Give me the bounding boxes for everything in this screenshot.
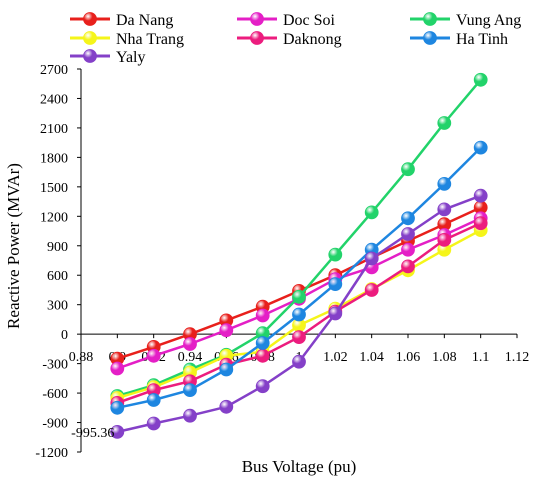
x-axis-title: Bus Voltage (pu) — [242, 457, 357, 476]
data-point — [255, 379, 270, 394]
data-point — [292, 354, 306, 369]
y-tick-label: -900 — [42, 417, 68, 432]
y-tick-label: 1200 — [40, 210, 68, 225]
data-point — [183, 383, 197, 398]
data-point — [110, 361, 125, 376]
y-axis-title: Reactive Power (MVAr) — [4, 163, 23, 329]
legend-label: Doc Soi — [283, 12, 336, 29]
legend-marker — [250, 31, 264, 45]
legend-label: Da Nang — [116, 12, 173, 29]
data-point — [146, 348, 161, 363]
y-tick-label: 2100 — [40, 122, 68, 137]
legend-marker — [83, 49, 97, 63]
series-line-vung-ang — [116, 78, 482, 398]
x-tick-label: 1.1 — [472, 350, 490, 365]
legend-marker — [83, 12, 97, 26]
x-tick-label: 1.08 — [432, 350, 457, 365]
data-point — [437, 232, 452, 247]
data-point — [110, 424, 125, 439]
y-tick-label: 2700 — [40, 63, 68, 78]
data-point — [364, 205, 379, 220]
data-point — [219, 399, 234, 414]
legend-item-da-nang: Da Nang — [70, 12, 173, 29]
data-point — [401, 242, 415, 257]
annotations: -995.36 — [71, 426, 114, 441]
data-point — [401, 162, 415, 177]
series-ha-tinh — [110, 140, 488, 415]
x-tick-label: 0.88 — [69, 350, 94, 365]
data-point — [219, 362, 234, 377]
y-ticks: 2700 2400 2100 1800 1500 1200 900 600 300 0 -300 -6… — [35, 63, 81, 461]
y-tick-label: 1800 — [40, 151, 68, 166]
data-point — [255, 348, 270, 363]
legend-label: Yaly — [116, 49, 146, 66]
legend-marker — [423, 12, 437, 26]
data-point — [437, 176, 452, 191]
legend-label: Ha Tinh — [456, 31, 508, 48]
y-tick-label: -300 — [42, 358, 68, 373]
y-tick-label: 2400 — [40, 92, 68, 107]
data-point — [401, 259, 415, 274]
y-tick-label: 0 — [61, 328, 68, 343]
x-tick-label: 1.04 — [359, 350, 384, 365]
x-tick-label: 1.06 — [396, 350, 421, 365]
y-tick-label: 300 — [47, 299, 68, 314]
data-point — [328, 277, 343, 292]
x-tick-label: 0.94 — [178, 350, 203, 365]
data-point — [473, 72, 488, 87]
data-point — [110, 400, 125, 415]
series-line-ha-tinh — [117, 146, 482, 410]
y-tick-label: 1500 — [40, 181, 68, 196]
y-tick-label: 600 — [47, 269, 68, 284]
x-tick-label: 1.12 — [505, 350, 530, 365]
x-tick-label: 1.02 — [323, 350, 348, 365]
legend-marker — [83, 31, 97, 45]
legend-label: Vung Ang — [456, 12, 521, 29]
series-group — [110, 72, 488, 439]
legend-item-yaly: Yaly — [70, 49, 146, 66]
legend-item-nha-trang: Nha Trang — [70, 31, 184, 48]
data-point — [219, 323, 234, 338]
data-point — [146, 416, 161, 431]
data-point — [328, 247, 343, 262]
annotation-label: -995.36 — [71, 426, 114, 441]
legend-marker — [423, 31, 437, 45]
legend-marker — [250, 12, 264, 26]
legend-label: Daknong — [283, 31, 342, 48]
data-point — [183, 337, 197, 351]
data-point — [401, 227, 415, 241]
legend-item-ha-tinh: Ha Tinh — [410, 31, 508, 48]
data-point — [437, 116, 452, 130]
series-yaly — [110, 188, 488, 439]
data-point — [437, 202, 452, 217]
data-point — [401, 211, 415, 226]
data-point — [292, 330, 306, 345]
data-point — [146, 393, 161, 407]
data-point — [183, 408, 197, 423]
data-point — [364, 283, 379, 297]
y-tick-label: -600 — [42, 387, 68, 402]
legend-item-daknong: Daknong — [237, 31, 342, 48]
legend-item-doc-soi: Doc Soi — [237, 12, 336, 29]
y-tick-label: 900 — [47, 240, 68, 255]
data-point — [292, 307, 306, 322]
data-point — [292, 289, 306, 304]
data-point — [364, 251, 379, 266]
data-point — [255, 308, 270, 323]
legend: Da Nang Doc Soi Vung Ang Nha Trang Daknong Ha… — [70, 12, 521, 66]
legend-label: Nha Trang — [116, 31, 184, 48]
data-point — [328, 306, 343, 321]
axes: 0.880.90.920.940.960.9811.021.041.061.08… — [35, 63, 529, 461]
data-point — [473, 216, 488, 231]
y-tick-label: -1200 — [35, 446, 68, 461]
legend-item-vung-ang: Vung Ang — [410, 12, 521, 29]
data-point — [255, 336, 270, 350]
data-point — [473, 188, 488, 203]
data-point — [473, 140, 488, 155]
